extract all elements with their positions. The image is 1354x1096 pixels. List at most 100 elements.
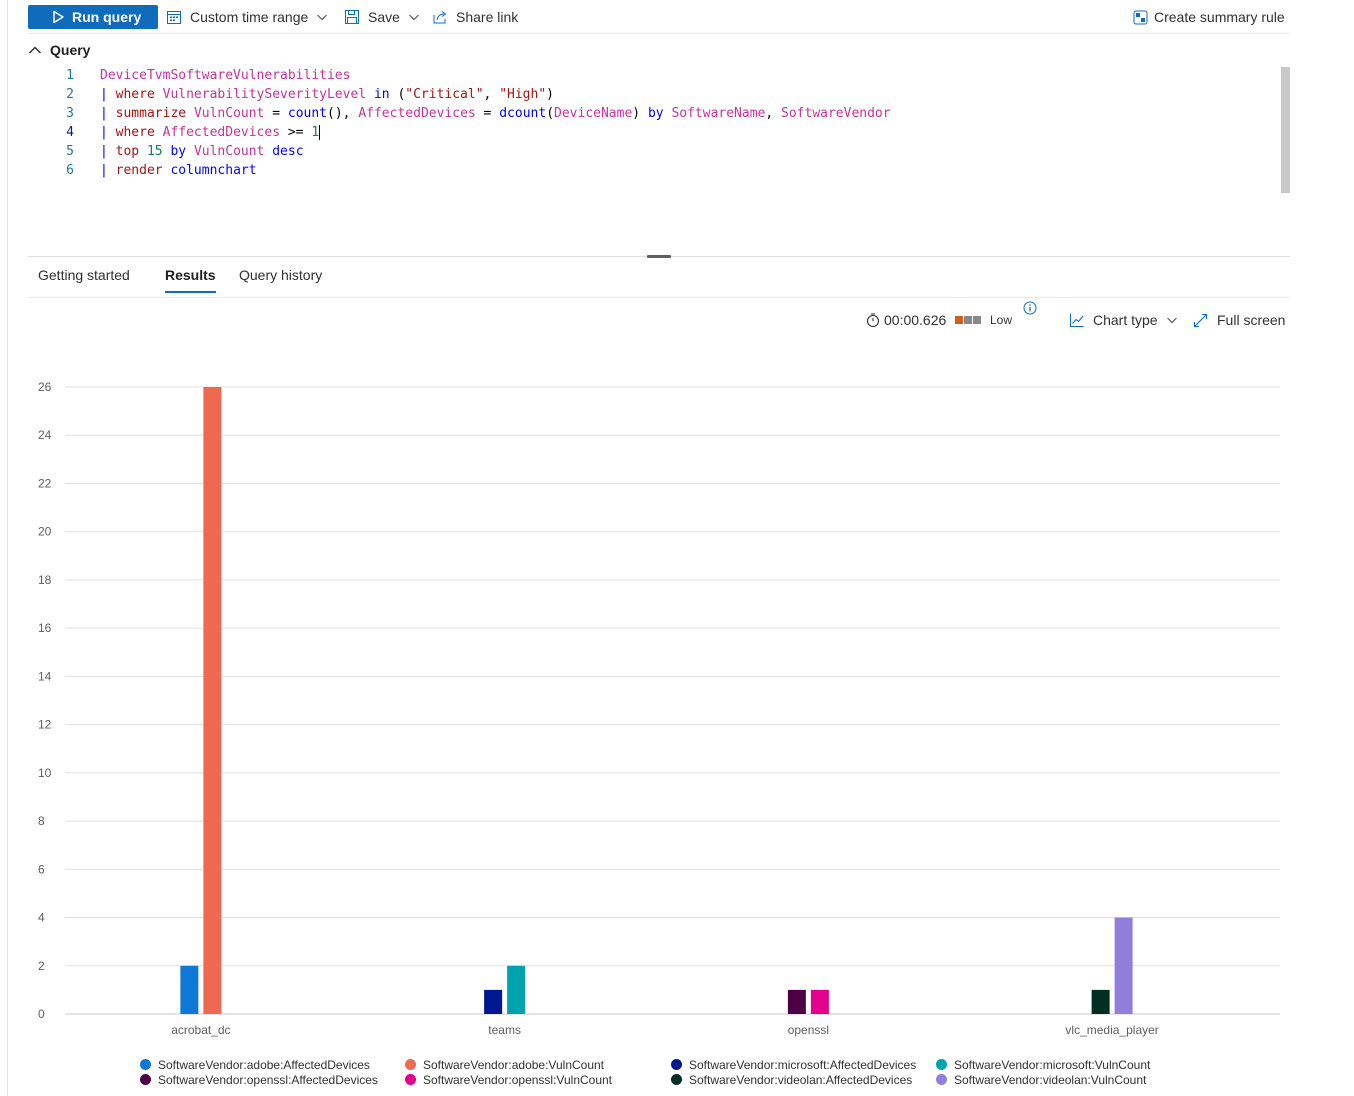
code-token: dcount xyxy=(499,106,547,121)
run-query-label: Run query xyxy=(72,9,142,25)
left-border xyxy=(7,0,8,1096)
results-tabs: Getting started Results Query history xyxy=(28,262,1290,298)
code-token: DeviceTvmSoftwareVulnerabilities xyxy=(100,68,351,83)
tab-getting-started[interactable]: Getting started xyxy=(38,267,130,293)
legend-label: SoftwareVendor:videolan:AffectedDevices xyxy=(689,1072,913,1087)
code-token: VulnerabilitySeverityLevel xyxy=(162,87,367,102)
share-icon xyxy=(433,11,447,24)
chart-bar xyxy=(484,989,503,1014)
tab-label: Results xyxy=(165,267,216,283)
query-section-title: Query xyxy=(50,42,91,58)
legend-item[interactable]: SoftwareVendor:videolan:VulnCount xyxy=(936,1072,1146,1087)
chart-bar xyxy=(203,387,222,1014)
code-token: ( xyxy=(546,106,555,121)
code-token: | xyxy=(100,163,116,178)
y-tick-label: 8 xyxy=(38,814,45,828)
query-toolbar: Run query Custom time range Save Share l… xyxy=(0,0,1290,34)
tab-query-history[interactable]: Query history xyxy=(239,267,322,293)
cost-bar-empty xyxy=(973,316,981,324)
code-token: | xyxy=(100,87,116,102)
code-token: VulnCount xyxy=(193,144,265,159)
code-token: | xyxy=(100,144,116,159)
y-tick-label: 16 xyxy=(38,621,52,635)
legend-swatch xyxy=(405,1059,416,1070)
cost-bar-empty xyxy=(964,316,972,324)
line-number: 6 xyxy=(66,163,74,178)
code-token: SoftwareVendor xyxy=(781,106,891,121)
chart-bar xyxy=(507,965,526,1014)
code-token: desc xyxy=(272,144,304,159)
splitter-handle[interactable] xyxy=(647,255,671,258)
query-cost-indicator: Low xyxy=(955,310,1012,330)
time-range-label: Custom time range xyxy=(190,9,309,25)
code-line: 6 | render columnchart xyxy=(28,161,1278,180)
y-tick-label: 10 xyxy=(38,766,52,780)
legend-label: SoftwareVendor:microsoft:AffectedDevices xyxy=(689,1057,917,1072)
time-range-dropdown[interactable]: Custom time range xyxy=(166,5,328,29)
line-number: 1 xyxy=(66,68,74,83)
cost-bar-filled xyxy=(955,316,963,324)
share-link-label: Share link xyxy=(456,9,519,25)
code-token: count xyxy=(287,106,328,121)
y-tick-label: 14 xyxy=(38,669,52,683)
code-token: where xyxy=(115,87,155,102)
code-token: by xyxy=(647,106,664,121)
tab-label: Getting started xyxy=(38,267,130,283)
legend-label: SoftwareVendor:microsoft:VulnCount xyxy=(954,1057,1151,1072)
legend-item[interactable]: SoftwareVendor:adobe:VulnCount xyxy=(405,1057,604,1072)
info-icon[interactable] xyxy=(1023,301,1037,315)
y-tick-label: 2 xyxy=(38,959,45,973)
chevron-down-icon xyxy=(408,14,419,21)
toolbar-divider xyxy=(28,33,1290,34)
share-link-button[interactable]: Share link xyxy=(432,5,518,29)
tab-results[interactable]: Results xyxy=(165,267,216,293)
y-tick-label: 22 xyxy=(38,476,52,490)
editor-scrollbar[interactable] xyxy=(1281,67,1290,193)
code-token: | xyxy=(100,106,116,121)
code-token: ( xyxy=(397,87,406,102)
x-tick-label: vlc_media_player xyxy=(1065,1023,1158,1037)
legend-item[interactable]: SoftwareVendor:openssl:AffectedDevices xyxy=(140,1072,378,1087)
code-token: VulnCount xyxy=(193,106,265,121)
line-number: 2 xyxy=(66,87,74,102)
create-summary-rule-button[interactable]: Create summary rule xyxy=(1133,5,1285,29)
chart-type-dropdown[interactable]: Chart type xyxy=(1069,310,1178,330)
code-token: >= xyxy=(280,125,312,140)
save-icon xyxy=(345,10,359,24)
code-token: AffectedDevices xyxy=(358,106,476,121)
play-icon xyxy=(53,10,64,24)
save-dropdown[interactable]: Save xyxy=(344,5,420,29)
code-token: , xyxy=(765,106,782,121)
legend-item[interactable]: SoftwareVendor:microsoft:VulnCount xyxy=(936,1057,1150,1072)
chart-bar xyxy=(810,989,829,1014)
legend-item[interactable]: SoftwareVendor:microsoft:AffectedDevices xyxy=(671,1057,916,1072)
code-line: 1 DeviceTvmSoftwareVulnerabilities xyxy=(28,66,1278,85)
legend-item[interactable]: SoftwareVendor:openssl:VulnCount xyxy=(405,1072,612,1087)
text-cursor xyxy=(319,125,321,140)
code-token: render xyxy=(115,163,163,178)
x-tick-label: acrobat_dc xyxy=(171,1023,230,1037)
chart-bar xyxy=(1114,917,1133,1014)
column-chart: 0 2 4 6 8 10 12 14 16 18 20 22 24 26 acrobat_dc teams op… xyxy=(0,370,1300,1090)
code-line: 4 | where AffectedDevices >= 1 xyxy=(28,123,1278,142)
chart-bar xyxy=(787,989,806,1014)
code-token: "High" xyxy=(499,87,547,102)
chart-type-label: Chart type xyxy=(1093,312,1158,328)
run-query-button[interactable]: Run query xyxy=(28,5,158,29)
full-screen-button[interactable]: Full screen xyxy=(1193,310,1285,330)
chevron-up-icon xyxy=(28,46,42,54)
legend-item[interactable]: SoftwareVendor:videolan:AffectedDevices xyxy=(671,1072,912,1087)
legend-label: SoftwareVendor:openssl:AffectedDevices xyxy=(158,1072,378,1087)
line-chart-icon xyxy=(1070,313,1084,327)
code-line: 5 | top 15 by VulnCount desc xyxy=(28,142,1278,161)
legend-swatch xyxy=(936,1059,947,1070)
legend-item[interactable]: SoftwareVendor:adobe:AffectedDevices xyxy=(140,1057,370,1072)
code-token: ) xyxy=(632,106,648,121)
stopwatch-icon xyxy=(866,313,880,327)
query-section-toggle[interactable]: Query xyxy=(28,40,90,60)
legend-label: SoftwareVendor:openssl:VulnCount xyxy=(423,1072,613,1087)
y-tick-label: 20 xyxy=(38,525,52,539)
code-line: 3 | summarize VulnCount = count(), Affec… xyxy=(28,104,1278,123)
code-token: by xyxy=(170,144,187,159)
query-editor[interactable]: 1 DeviceTvmSoftwareVulnerabilities 2 | w… xyxy=(28,66,1290,196)
